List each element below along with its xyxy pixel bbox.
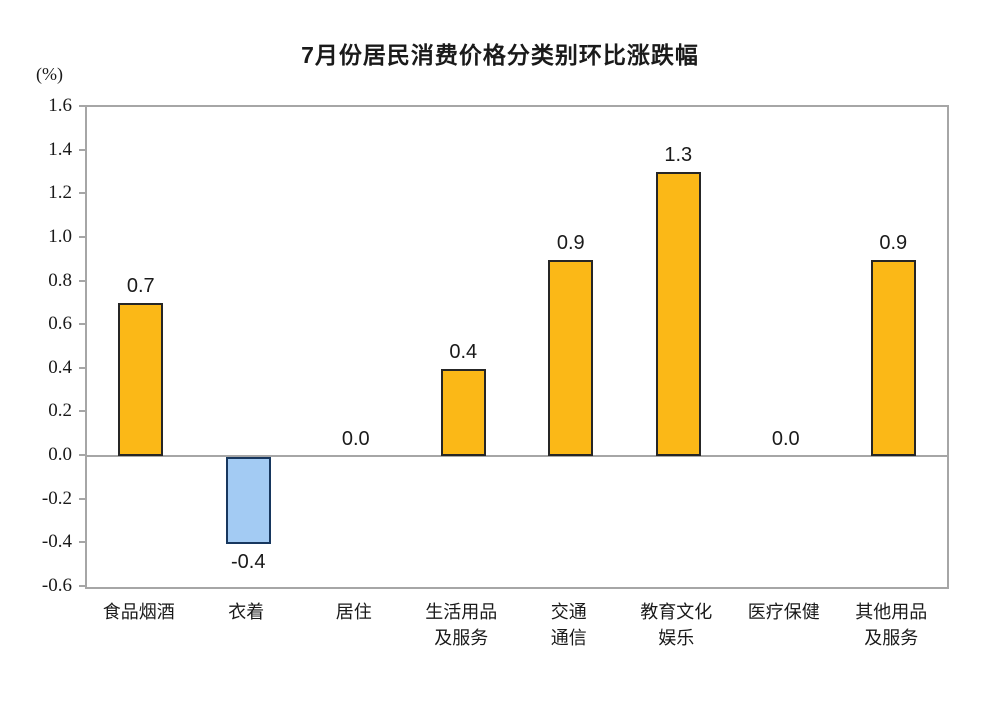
- y-axis-tick-label: -0.4: [41, 531, 72, 553]
- x-axis-category-label: 其他用品 及服务: [855, 602, 928, 649]
- y-axis-tick-label: 1.6: [48, 95, 72, 116]
- x-axis-category-label: 医疗保健: [747, 602, 820, 622]
- y-axis-tick-mark: [79, 497, 86, 500]
- x-axis-category-label: 居住: [335, 602, 372, 622]
- y-axis-tick-label: -0.2: [41, 487, 72, 509]
- y-axis-tick-label: 0.2: [48, 400, 72, 422]
- y-axis-tick-mark: [79, 541, 86, 544]
- bar-positive: [118, 303, 164, 457]
- y-axis-tick-mark: [79, 105, 86, 107]
- x-axis-category-label: 教育文化 娱乐: [640, 602, 713, 649]
- zero-baseline: [87, 455, 947, 458]
- y-axis-tick-mark: [79, 192, 86, 195]
- y-axis-tick-label: -0.6: [41, 575, 72, 596]
- bar-positive: [870, 259, 916, 457]
- y-axis-tick-mark: [79, 410, 86, 413]
- bar-negative: [225, 457, 271, 545]
- y-axis-tick-mark: [79, 148, 86, 151]
- y-axis-tick-label: 0.4: [48, 356, 72, 378]
- y-axis-tick-label: 0.0: [48, 444, 72, 466]
- y-axis-tick-label: 1.2: [48, 182, 72, 204]
- y-axis-tick-label: 1.0: [48, 225, 72, 247]
- bar-value-label: 0.9: [879, 231, 908, 254]
- bar-value-label: 0.0: [771, 428, 800, 451]
- y-axis-unit-label: (%): [36, 64, 63, 84]
- x-axis-category-label: 交通 通信: [550, 602, 587, 649]
- y-axis-tick-label: 1.4: [48, 138, 72, 160]
- bar-positive: [655, 172, 701, 457]
- y-axis-tick-mark: [79, 235, 86, 238]
- x-axis-category-label: 生活用品 及服务: [425, 602, 498, 649]
- y-axis-tick-mark: [79, 279, 86, 282]
- y-axis-tick-label: 0.6: [48, 313, 72, 335]
- bar-positive: [440, 368, 486, 457]
- plot-area: 0.7 -0.4 0.0 0.4 0.9 1.3 0.0 0.9: [85, 105, 949, 589]
- y-axis-tick-mark: [79, 366, 86, 369]
- bar-value-label: 1.3: [664, 144, 693, 167]
- x-axis-category-label: 食品烟酒: [102, 602, 175, 622]
- x-axis-category-label: 衣着: [228, 602, 265, 622]
- bar-positive: [548, 259, 594, 457]
- y-axis-tick-mark: [79, 323, 86, 326]
- y-axis-tick-mark: [79, 454, 86, 457]
- y-axis-tick-mark: [79, 585, 86, 587]
- bar-value-label: 0.4: [449, 340, 478, 363]
- bar-value-label: 0.0: [341, 428, 370, 451]
- bar-value-label: -0.4: [231, 551, 266, 574]
- bar-value-label: 0.9: [556, 231, 585, 254]
- chart-title: 7月份居民消费价格分类别环比涨跌幅: [301, 42, 699, 68]
- y-axis-tick-label: 0.8: [48, 269, 72, 291]
- bar-value-label: 0.7: [126, 275, 155, 298]
